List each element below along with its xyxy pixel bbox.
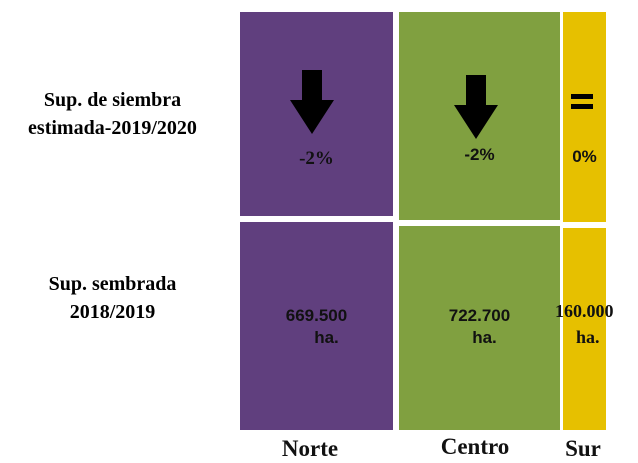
down-arrow [290,70,334,134]
cell [399,226,560,430]
area-line: ha. [472,328,497,347]
area-line: 722.700 [448,306,511,325]
area-line: 160.000 [555,301,614,321]
row-label-line: Sup. sembrada [48,273,177,295]
row-label-line: 2018/2019 [69,301,156,323]
change: 0% [572,147,597,166]
cell [563,12,606,222]
column-name: Centro [440,434,510,459]
area: 669.500 ha. [240,305,393,349]
area-line: ha. [314,328,339,347]
area: 722.700 ha. [399,305,560,349]
row-label: Sup. de siembra estimada-2019/2020 [0,86,225,142]
down-arrow [454,75,498,139]
area-line: ha. [576,327,600,347]
cell [563,228,606,430]
area: 160.000 ha. [555,298,635,350]
column-name: Norte [281,436,339,461]
row-label-line: Sup. de siembra [43,89,182,111]
change: -2% [464,145,495,164]
column-name: Sur [565,436,601,461]
cell [240,222,393,430]
change: -2% [299,148,334,169]
equal-sign [571,94,593,109]
area-line: 669.500 [285,306,348,325]
row-label-line: estimada-2019/2020 [28,117,197,139]
row-label: Sup. sembrada 2018/2019 [0,270,225,326]
